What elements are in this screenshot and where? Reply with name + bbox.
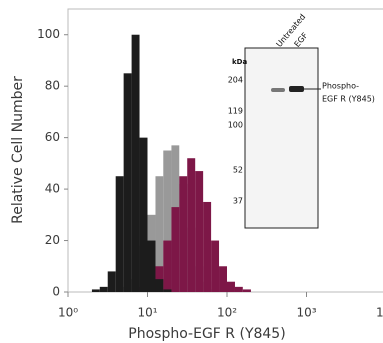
y-tick-label: 40 [45,182,60,196]
histogram-bar [243,289,251,292]
y-tick-label: 100 [37,27,60,41]
x-axis-title: Phospho-EGF R (Y845) [128,326,285,342]
marker-label: 52 [233,166,243,175]
histogram-bar [132,35,140,292]
histogram-bar [203,202,211,292]
y-tick-label: 80 [45,79,60,93]
blot-frame [245,48,318,228]
histogram-bar [187,158,195,292]
x-tick-label: 10¹ [137,306,157,320]
histogram-bar [171,207,179,292]
histogram-bar [211,241,219,292]
histogram-bar [100,287,108,292]
histogram-bar [148,241,156,292]
x-tick-label: 10⁴ [376,306,383,320]
band-egf [289,86,304,92]
histogram-bar [227,282,235,292]
histogram-bar [163,289,171,292]
y-axis-title: Relative Cell Number [10,76,26,224]
x-tick-label: 10³ [296,306,316,320]
y-tick-label: 0 [52,285,60,299]
x-tick-label: 10² [217,306,237,320]
y-tick-label: 20 [45,233,60,247]
histogram-bar [124,73,132,292]
marker-label: 119 [228,107,243,116]
histogram-bar [219,266,227,292]
page: {"chart_data": {"type": "histogram", "xl… [0,0,383,343]
marker-label: 100 [228,121,243,130]
x-tick-label: 10⁰ [58,306,78,320]
unit-label: kDa [232,58,247,66]
histogram-bar [140,138,148,292]
marker-label: 37 [233,197,243,206]
chart: Phospho-EGF R (Y845) Relative Cell Numbe… [0,0,383,343]
histogram-bar [195,171,203,292]
lane-label: EGF [293,31,310,49]
histogram-bar [163,241,171,292]
y-tick-label: 60 [45,130,60,144]
band-label: Phospho- [322,82,359,91]
histogram-bar [155,279,163,292]
histogram-bar [116,176,124,292]
histogram-bar [108,271,116,292]
band-untreated [271,88,285,92]
band-label: EGF R (Y845) [322,95,375,104]
plot-frame [68,9,383,292]
marker-label: 204 [228,76,243,85]
histogram-bar [179,176,187,292]
histogram-bar [92,289,100,292]
western-blot-inset: Untreated EGF kDa 204 119 100 52 37 Phos… [228,12,375,228]
histogram-bar [235,287,243,292]
